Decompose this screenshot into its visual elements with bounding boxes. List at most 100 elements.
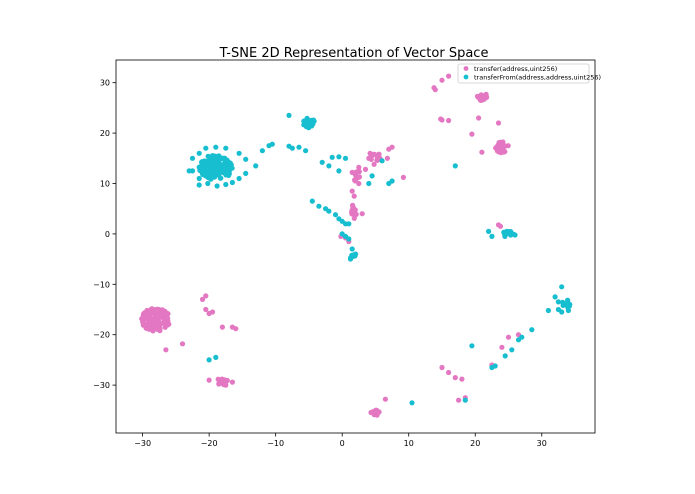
- data-point: [326, 163, 332, 169]
- data-point: [243, 156, 249, 162]
- y-tick-label: 20: [100, 129, 110, 138]
- data-point: [462, 397, 468, 403]
- data-point: [286, 112, 292, 118]
- data-point: [545, 307, 552, 314]
- data-point: [356, 180, 362, 187]
- legend-marker-transfer: [463, 66, 469, 71]
- data-point: [354, 169, 360, 175]
- data-point: [561, 302, 567, 308]
- data-point: [489, 364, 495, 371]
- data-point: [512, 232, 518, 238]
- data-point: [196, 182, 202, 188]
- data-point: [432, 87, 438, 93]
- data-point: [165, 315, 171, 321]
- data-point: [141, 310, 148, 316]
- data-point: [439, 364, 445, 371]
- plot-frame: [115, 59, 596, 434]
- data-point: [146, 326, 152, 332]
- data-point: [309, 198, 315, 204]
- data-point: [196, 150, 202, 156]
- data-point: [205, 180, 211, 187]
- data-point: [259, 148, 265, 154]
- data-point: [373, 409, 379, 416]
- data-point: [351, 252, 357, 258]
- data-point: [469, 131, 475, 137]
- data-point: [223, 145, 229, 151]
- data-point: [351, 215, 357, 221]
- data-point: [371, 161, 377, 167]
- data-point: [382, 396, 388, 402]
- data-point: [446, 117, 452, 124]
- data-point: [559, 284, 565, 290]
- data-point: [196, 175, 202, 182]
- data-point: [369, 173, 375, 179]
- data-point: [505, 334, 512, 340]
- data-point: [366, 180, 372, 187]
- y-tick-label: 30: [100, 79, 110, 88]
- data-point: [209, 309, 216, 315]
- data-point: [400, 174, 406, 180]
- data-point: [303, 121, 309, 127]
- data-point: [207, 174, 213, 180]
- y-tick-label: −20: [93, 331, 110, 340]
- data-point: [351, 193, 357, 199]
- data-point: [501, 230, 507, 237]
- data-point: [384, 155, 390, 161]
- data-point: [206, 377, 212, 383]
- data-point: [198, 165, 204, 171]
- x-tick-label: −20: [201, 439, 218, 448]
- data-point: [497, 223, 504, 229]
- data-point: [342, 155, 349, 161]
- data-point: [236, 150, 242, 156]
- data-point: [212, 169, 218, 175]
- data-point: [476, 115, 482, 121]
- data-point: [219, 155, 225, 161]
- data-point: [529, 327, 535, 333]
- data-point: [349, 188, 355, 194]
- data-point: [155, 317, 162, 323]
- data-point: [199, 296, 206, 302]
- data-point: [336, 154, 342, 160]
- data-point: [350, 204, 356, 210]
- data-point: [452, 163, 458, 169]
- axes: −30 −20 −10 0 10 20 30 −30 −20 −10 0 10 20 30: [93, 59, 596, 448]
- data-point: [386, 146, 392, 152]
- data-point: [223, 181, 229, 188]
- data-point: [505, 143, 511, 149]
- data-point: [148, 307, 154, 313]
- data-point: [159, 307, 166, 313]
- data-point: [477, 96, 483, 102]
- legend-label-transferfrom: transferFrom(address,address,uint256): [474, 74, 601, 82]
- series-1: [186, 112, 573, 406]
- data-point: [489, 233, 495, 239]
- data-point: [164, 310, 170, 316]
- data-point: [229, 179, 235, 186]
- data-point: [209, 155, 215, 161]
- data-point: [319, 159, 325, 165]
- data-point: [159, 321, 165, 327]
- data-point: [349, 246, 355, 252]
- data-point: [203, 306, 209, 313]
- data-point: [206, 166, 212, 172]
- data-point: [296, 144, 302, 150]
- data-point: [386, 180, 392, 187]
- data-point: [356, 164, 362, 170]
- data-point: [409, 400, 415, 406]
- data-point: [152, 312, 158, 318]
- data-point: [495, 142, 501, 148]
- data-point: [214, 183, 220, 189]
- data-point: [483, 93, 489, 99]
- data-point: [149, 318, 155, 324]
- x-tick-label: −30: [134, 439, 151, 448]
- series-0: [139, 73, 522, 418]
- data-point: [499, 142, 505, 148]
- data-point: [346, 221, 352, 227]
- data-point: [217, 169, 223, 175]
- x-tick-label: 20: [470, 439, 480, 448]
- data-point: [203, 293, 209, 299]
- data-point: [332, 212, 339, 218]
- data-point: [371, 151, 377, 157]
- data-point: [352, 178, 358, 184]
- y-tick-label: 10: [100, 179, 110, 188]
